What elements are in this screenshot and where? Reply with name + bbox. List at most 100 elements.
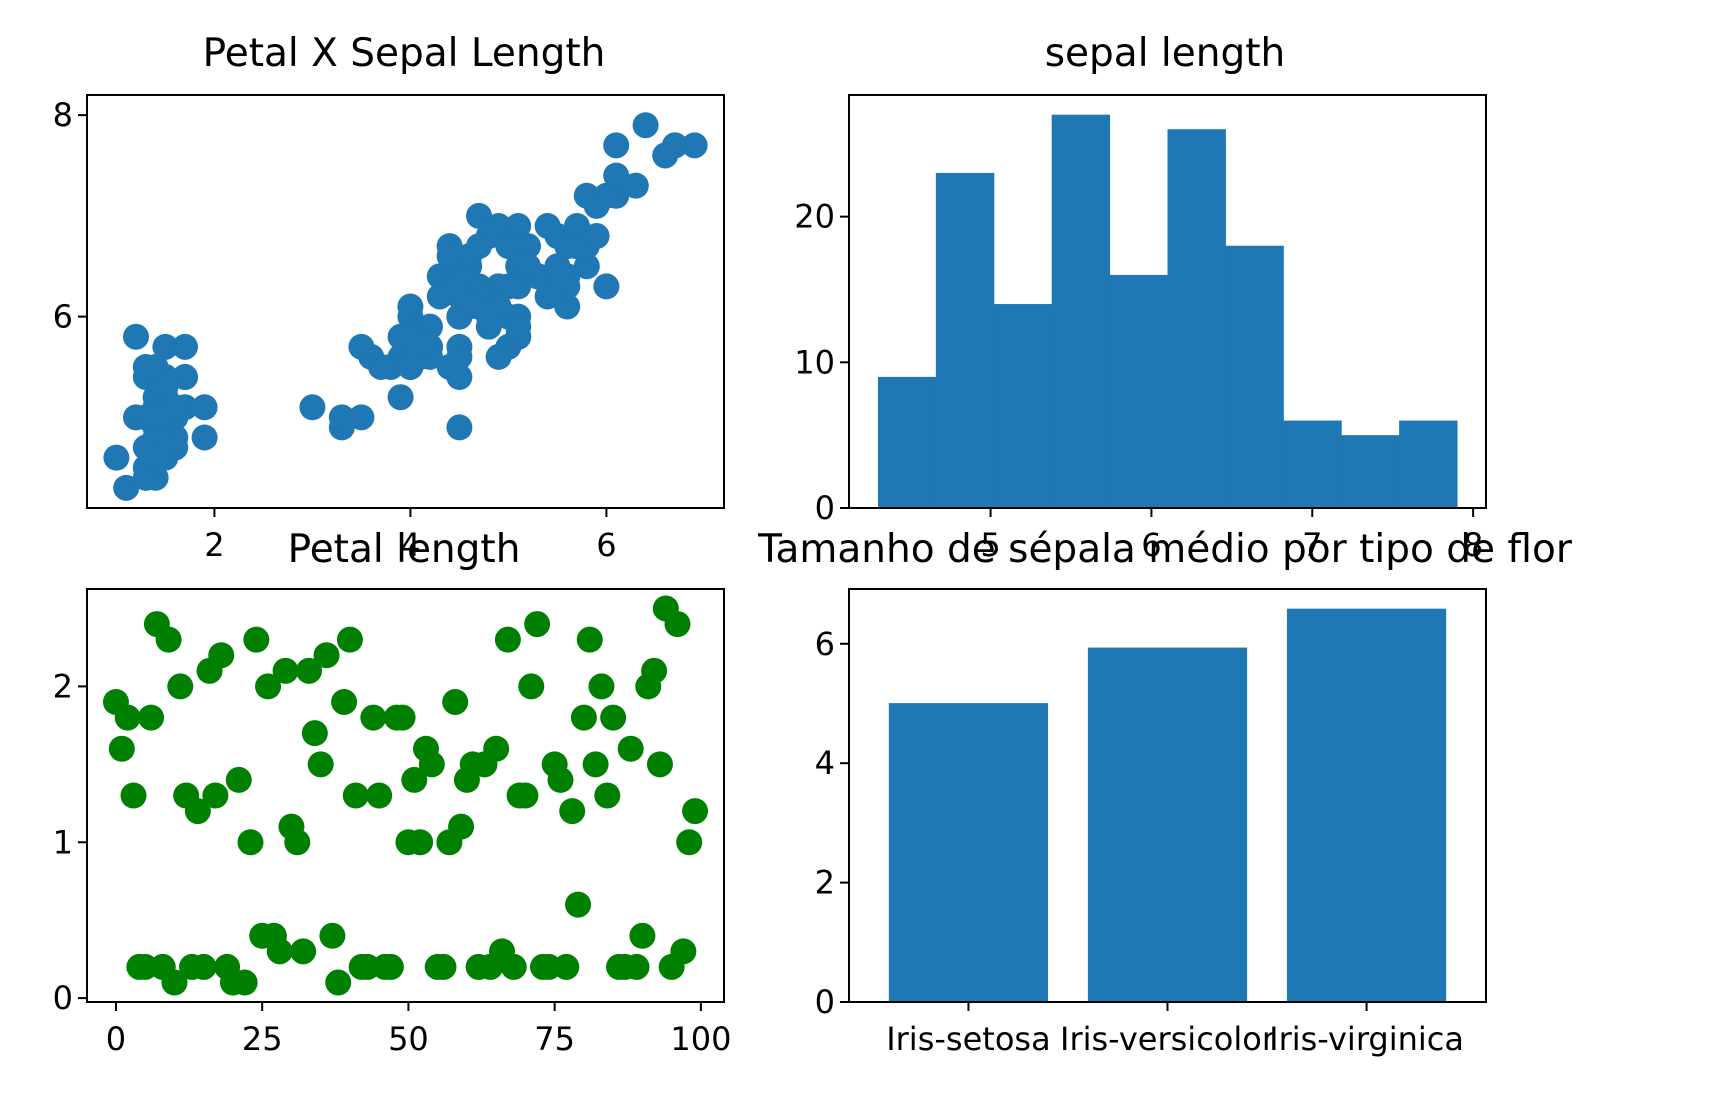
x-tick-label: 8: [1463, 526, 1483, 564]
scatter-point: [670, 938, 697, 965]
scatter-point: [593, 182, 620, 209]
scatter-point: [307, 751, 334, 778]
plot-area: [103, 112, 708, 501]
scatter-point: [588, 673, 615, 700]
scatter-point: [348, 333, 375, 360]
scatter-point: [466, 202, 492, 229]
histogram-bar: [1167, 129, 1226, 509]
scatter-point: [208, 642, 235, 669]
x-tick-label: 6: [1141, 526, 1161, 564]
scatter-point: [524, 611, 551, 638]
scatter-point: [505, 212, 532, 239]
scatter-point: [243, 626, 270, 653]
y-axis: 68: [53, 96, 87, 336]
scatter-point: [436, 353, 463, 380]
scatter-point: [623, 953, 650, 980]
scatter-point: [103, 444, 130, 471]
scatter-point: [162, 394, 189, 421]
scatter-point: [600, 704, 627, 731]
scatter-point: [564, 212, 590, 239]
y-tick-label: 6: [53, 298, 73, 336]
x-tick-label: Iris-virginica: [1269, 1020, 1464, 1058]
axes-frame: [86, 94, 725, 509]
scatter-point: [301, 720, 328, 747]
scatter-point: [255, 673, 282, 700]
scatter-point: [676, 829, 703, 856]
scatter-point: [237, 829, 264, 856]
y-axis: 0 1 2: [53, 667, 87, 1017]
scatter-point: [397, 353, 424, 380]
axes-frame: [86, 588, 725, 1003]
scatter-point: [331, 688, 358, 715]
x-axis: 5 6 7 8: [980, 508, 1483, 564]
scatter-point: [576, 626, 603, 653]
y-tick-label: 0: [815, 983, 835, 1021]
scatter-point: [389, 704, 416, 731]
scatter-point: [682, 798, 709, 825]
scatter-point: [336, 626, 363, 653]
scatter-point: [113, 474, 140, 501]
x-tick-label: 6: [596, 526, 616, 564]
plot-area: [888, 608, 1447, 1002]
scatter-point: [407, 829, 434, 856]
y-tick-label: 2: [53, 667, 73, 705]
scatter-point: [132, 353, 159, 380]
scatter-point: [202, 782, 229, 809]
x-axis: 2 4 6: [204, 508, 617, 564]
scatter-point: [436, 243, 463, 270]
x-tick-label: 25: [242, 1020, 283, 1058]
chart-title: Tamanho de sépala médio por tipo de flor: [757, 527, 1573, 572]
scatter-point: [554, 293, 581, 320]
scatter-point: [377, 953, 404, 980]
scatter-point: [485, 343, 512, 370]
scatter-point: [152, 333, 179, 360]
histogram-bar: [1399, 420, 1458, 508]
scatter-point: [593, 273, 620, 300]
scatter-point: [191, 424, 218, 451]
scatter-point: [328, 404, 355, 431]
scatter-point: [231, 969, 258, 996]
scatter-point: [142, 424, 169, 451]
scatter-point: [534, 283, 561, 310]
scatter-point: [152, 374, 179, 401]
scatter-point: [366, 782, 393, 809]
scatter-point: [407, 333, 434, 360]
scatter-point: [662, 132, 688, 159]
histogram-bar: [1109, 274, 1168, 508]
scatter-point: [582, 751, 609, 778]
scatter-point: [594, 782, 621, 809]
scatter-point: [155, 626, 182, 653]
x-tick-label: Iris-setosa: [886, 1020, 1050, 1058]
scatter-point: [418, 751, 445, 778]
scatter-point: [172, 333, 198, 360]
y-tick-label: 2: [815, 864, 835, 902]
scatter-point: [500, 953, 527, 980]
chart-title: sepal length: [1045, 31, 1286, 76]
scatter-point: [161, 969, 188, 996]
scatter-point: [518, 673, 545, 700]
scatter-point: [475, 303, 502, 330]
scatter-point: [603, 132, 630, 159]
scatter-point: [565, 891, 592, 918]
scatter-point: [360, 704, 387, 731]
scatter-point: [583, 223, 610, 250]
scatter-point: [646, 751, 673, 778]
scatter-point: [191, 394, 218, 421]
x-tick-label: 7: [1302, 526, 1322, 564]
scatter-point: [617, 735, 644, 762]
y-tick-label: 1: [53, 823, 73, 861]
scatter-point: [553, 953, 580, 980]
scatter-point: [483, 735, 510, 762]
x-tick-label: Iris-versicolor: [1060, 1020, 1276, 1058]
scatter-point: [448, 813, 475, 840]
chart-title: Petal length: [288, 527, 521, 572]
scatter-point: [266, 938, 293, 965]
scatter-point: [559, 798, 586, 825]
y-axis: 0 2 4 6: [815, 625, 849, 1021]
scatter-point: [184, 798, 211, 825]
scatter-point: [295, 657, 322, 684]
scatter-point: [603, 162, 630, 189]
scatter-point: [190, 953, 217, 980]
x-tick-label: 75: [534, 1020, 575, 1058]
